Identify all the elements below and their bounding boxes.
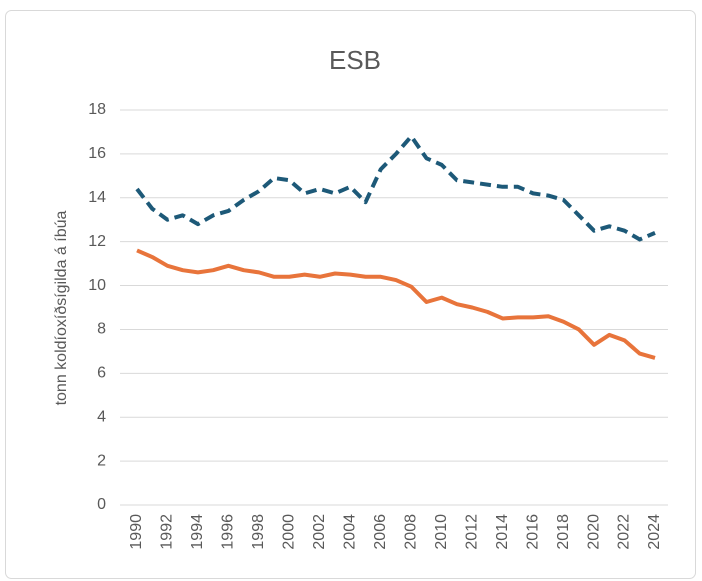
y-tick-label: 16 (88, 145, 106, 162)
x-tick-label: 2020 (585, 514, 602, 550)
y-tick-label: 12 (88, 233, 106, 250)
y-tick-label: 8 (97, 321, 106, 338)
y-tick-label: 6 (97, 365, 106, 382)
x-tick-label: 2014 (494, 514, 511, 550)
chart-border (5, 10, 696, 579)
x-tick-label: 2012 (463, 514, 480, 550)
x-tick-label: 1992 (159, 514, 176, 550)
y-tick-label: 2 (97, 452, 106, 469)
x-tick-label: 1998 (250, 514, 267, 550)
x-tick-label: 1990 (128, 514, 145, 550)
y-axis-label: tonn koldíoxíðsígilda á íbúa (53, 211, 70, 406)
x-tick-label: 1994 (189, 514, 206, 550)
x-tick-label: 2000 (281, 514, 298, 550)
data-line (136, 248, 656, 360)
y-tick-label: 18 (88, 101, 106, 118)
chart-title: ESB (329, 45, 381, 75)
x-tick-label: 2006 (372, 514, 389, 550)
y-tick-label: 14 (88, 189, 106, 206)
y-tick-label: 4 (97, 408, 106, 425)
x-tick-label: 2018 (555, 514, 572, 550)
x-tick-label: 2016 (524, 514, 541, 550)
x-tick-label: 2008 (402, 514, 419, 550)
x-tick-label: 2004 (342, 514, 359, 550)
data-line (135, 134, 656, 242)
x-tick-label: 2022 (616, 514, 633, 550)
x-tick-label: 2002 (311, 514, 328, 550)
y-tick-label: 0 (97, 496, 106, 513)
x-tick-label: 2024 (646, 514, 663, 550)
x-tick-label: 1996 (220, 514, 237, 550)
y-tick-label: 10 (88, 277, 106, 294)
x-tick-label: 2010 (433, 514, 450, 550)
